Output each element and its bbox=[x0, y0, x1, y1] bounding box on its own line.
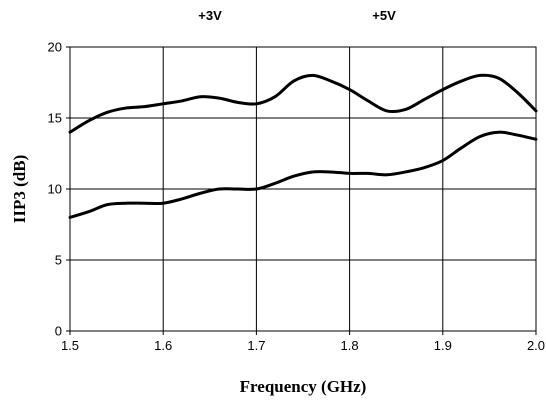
y-tick-labels: 0 5 10 15 20 bbox=[48, 40, 62, 339]
series-line-2 bbox=[68, 130, 538, 219]
x-tick-label: 1.9 bbox=[434, 338, 452, 353]
series-layer bbox=[68, 73, 538, 219]
x-tick-label: 1.6 bbox=[154, 338, 172, 353]
series-line-1 bbox=[68, 73, 538, 134]
x-axis-title: Frequency (GHz) bbox=[240, 377, 367, 396]
x-tick-label: 1.8 bbox=[341, 338, 359, 353]
y-tick-label: 5 bbox=[55, 253, 62, 268]
annotation-5v: +5V bbox=[372, 8, 396, 23]
x-tick-label: 1.7 bbox=[247, 338, 265, 353]
y-tick-label: 20 bbox=[48, 40, 62, 55]
y-tick-label: 0 bbox=[55, 324, 62, 339]
y-tick-label: 15 bbox=[48, 111, 62, 126]
y-tick-label: 10 bbox=[48, 182, 62, 197]
plot-frame bbox=[69, 46, 537, 332]
y-axis-title: IIP3 (dB) bbox=[10, 155, 29, 223]
x-tick-label: 1.5 bbox=[61, 338, 79, 353]
grid-layer bbox=[66, 46, 537, 335]
annotation-3v: +3V bbox=[198, 8, 222, 23]
x-tick-label: 2.0 bbox=[527, 338, 545, 353]
x-tick-labels: 1.5 1.6 1.7 1.8 1.9 2.0 bbox=[61, 338, 545, 353]
